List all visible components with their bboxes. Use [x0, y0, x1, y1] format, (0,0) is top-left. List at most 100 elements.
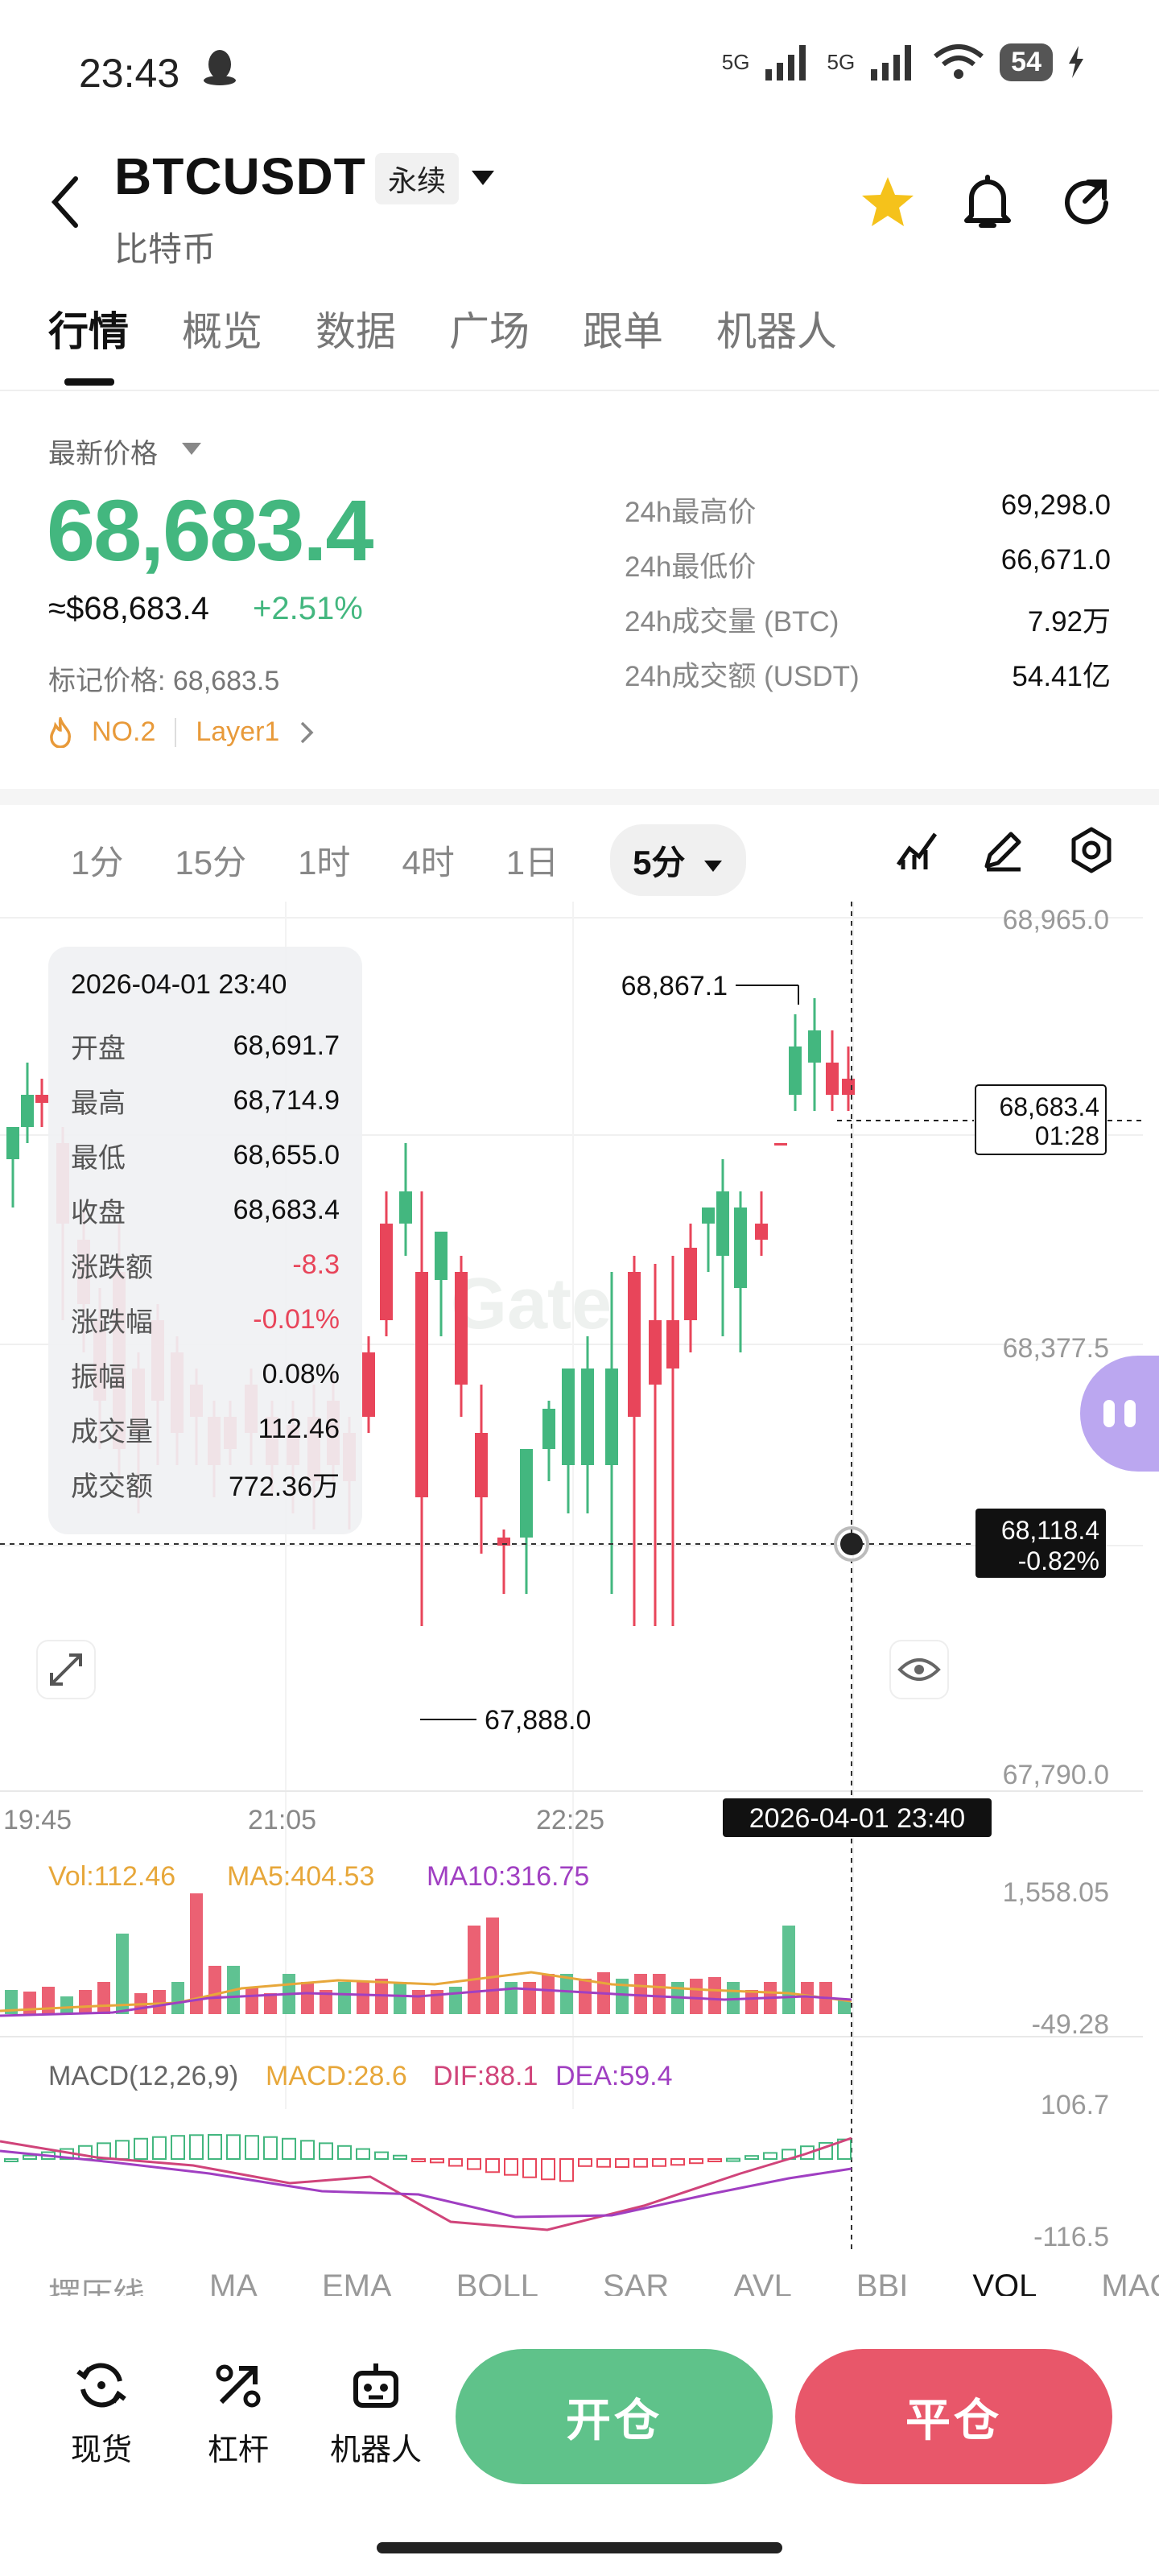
- tooltip-key: 涨跌额: [71, 1252, 153, 1283]
- nav-spot[interactable]: 现货: [71, 2357, 132, 2469]
- macd-histogram-bar: [374, 2151, 389, 2161]
- nav-robot[interactable]: 机器人: [330, 2357, 422, 2469]
- tooltip-row: 成交量 112.46: [71, 1402, 340, 1456]
- contract-type-badge[interactable]: 永续: [375, 153, 460, 204]
- rank-divider: [175, 717, 177, 747]
- crosshair-price-label: 68,118.4: [1001, 1516, 1099, 1545]
- nav-leverage-label: 杠杆: [208, 2434, 270, 2467]
- volume-bar: [42, 1987, 55, 2014]
- macd-histogram-bar: [744, 2155, 759, 2160]
- tab-copy-trading[interactable]: 跟单: [583, 309, 663, 354]
- crosshair-price-box: [975, 1509, 1106, 1578]
- volume-bar: [338, 1982, 351, 2014]
- ma10-line: [0, 1987, 852, 2017]
- volume-bar: [801, 1982, 814, 2014]
- tooltip-value: 68,683.4: [233, 1194, 340, 1225]
- volume-bar: [486, 1918, 499, 2014]
- status-time: 23:43: [79, 51, 180, 96]
- tooltip-value: 772.36万: [229, 1471, 340, 1502]
- volume-bar: [838, 2000, 851, 2014]
- draw-pencil-icon[interactable]: [980, 828, 1025, 873]
- stat-label: 24h最高价: [625, 497, 757, 528]
- price-type-dropdown-icon[interactable]: [180, 440, 203, 457]
- crosshair-pct-label: -0.82%: [1018, 1546, 1099, 1575]
- rank-tags[interactable]: NO.2 Layer1: [48, 716, 315, 748]
- tabs-divider: [0, 390, 1159, 391]
- macd-histogram-bar: [23, 2154, 37, 2161]
- macd-histogram-bar: [467, 2158, 481, 2170]
- stat-label: 24h最低价: [625, 551, 757, 583]
- dif-value: DIF:88.1: [433, 2061, 538, 2091]
- tab-data[interactable]: 数据: [316, 309, 396, 354]
- tooltip-key: 振幅: [71, 1361, 126, 1393]
- macd-histogram-bar: [134, 2137, 148, 2160]
- volume-bar: [394, 1982, 406, 2014]
- crosshair-dot: [840, 1533, 863, 1555]
- interval-4h[interactable]: 4时: [402, 844, 455, 881]
- tooltip-value: -8.3: [292, 1249, 340, 1280]
- volume-bar: [264, 1993, 277, 2014]
- share-icon[interactable]: [1056, 172, 1117, 233]
- volume-bar: [468, 1926, 481, 2014]
- tab-bots[interactable]: 机器人: [716, 309, 837, 354]
- favorite-star-icon[interactable]: [860, 174, 916, 230]
- interval-1m[interactable]: 1分: [71, 844, 124, 881]
- settings-gear-icon[interactable]: [1067, 826, 1116, 874]
- macd-histogram-bar: [226, 2134, 241, 2161]
- eye-icon-pupil: [914, 1665, 924, 1674]
- tooltip-key: 成交量: [71, 1416, 153, 1447]
- network-5g-label-2: 5G: [827, 49, 856, 74]
- macd-y-label: 106.7: [1041, 2090, 1109, 2120]
- open-position-button[interactable]: 开仓: [456, 2349, 773, 2484]
- last-price-label[interactable]: 最新价格: [48, 439, 158, 469]
- macd-histogram-bar: [763, 2152, 777, 2160]
- candle-body: [475, 1433, 488, 1497]
- interval-15m[interactable]: 15分: [175, 844, 247, 881]
- high-marker-label: 68,867.1: [621, 971, 728, 1001]
- active-tab-indicator: [64, 378, 114, 386]
- volume-bar: [412, 1990, 425, 2014]
- vol-y-label: -49.28: [1032, 2009, 1109, 2040]
- macd-histogram-bar: [615, 2158, 629, 2168]
- x-axis-label: 19:45: [3, 1805, 72, 1835]
- macd-histogram-bar: [393, 2154, 407, 2160]
- home-indicator[interactable]: [377, 2542, 782, 2553]
- tooltip-key: 最高: [71, 1088, 126, 1119]
- interval-selected[interactable]: 5分: [610, 824, 747, 896]
- candle-body: [35, 1095, 48, 1103]
- macd-histogram-bar: [356, 2148, 370, 2161]
- tab-square[interactable]: 广场: [449, 309, 530, 354]
- macd-histogram-bar: [189, 2134, 204, 2160]
- volume-bar: [190, 1893, 203, 2014]
- chevron-down-icon[interactable]: [468, 166, 497, 190]
- candle-body: [21, 1095, 34, 1127]
- interval-selected-label: 5分: [633, 844, 686, 881]
- stat-value: 54.41亿: [1012, 661, 1111, 692]
- current-price-label: 68,683.4: [999, 1092, 1099, 1121]
- back-icon[interactable]: [45, 174, 85, 230]
- macd-histogram-bar: [337, 2145, 352, 2160]
- rank-label: NO.2: [92, 716, 156, 747]
- bell-icon[interactable]: [959, 172, 1016, 233]
- interval-1d[interactable]: 1日: [505, 844, 559, 881]
- tooltip-value: 68,655.0: [233, 1139, 340, 1170]
- tab-overview[interactable]: 概览: [182, 309, 262, 354]
- crosshair-time-label: 2026-04-01 23:40: [749, 1803, 965, 1834]
- close-position-button[interactable]: 平仓: [795, 2349, 1112, 2484]
- interval-1h[interactable]: 1时: [298, 844, 351, 881]
- tooltip-value: 0.08%: [262, 1358, 340, 1389]
- assistant-eye-icon: [1103, 1400, 1115, 1427]
- macd-histogram-bar: [171, 2135, 185, 2160]
- last-price: 68,683.4: [47, 481, 373, 579]
- nav-leverage[interactable]: 杠杆: [208, 2357, 269, 2469]
- stat-value: 69,298.0: [1000, 489, 1111, 521]
- watermark-logo: Gate: [451, 1264, 612, 1344]
- wifi-icon: [934, 44, 984, 79]
- dif-line: [0, 2136, 852, 2231]
- volume-bar: [523, 1982, 536, 2014]
- candle-body: [734, 1208, 747, 1288]
- tab-market[interactable]: 行情: [48, 309, 129, 354]
- indicator-icon[interactable]: [895, 828, 940, 873]
- volume-bar: [116, 1934, 129, 2014]
- macd-histogram-bar: [208, 2134, 222, 2160]
